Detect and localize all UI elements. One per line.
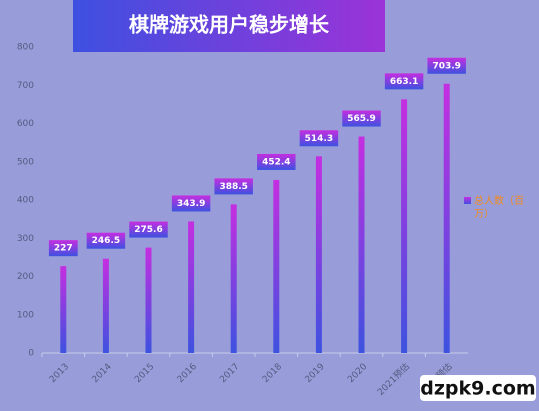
value-label: 275.6 (134, 225, 162, 235)
value-label-box (48, 240, 78, 257)
bar (230, 204, 237, 353)
legend-swatch (464, 197, 471, 204)
value-label-box (86, 232, 126, 249)
value-label-box (257, 153, 296, 170)
y-tick-label: 300 (17, 234, 34, 244)
y-tick-label: 700 (17, 81, 34, 91)
legend-label-part: 万） (474, 208, 494, 220)
y-tick-label: 600 (17, 119, 34, 129)
value-label-box (384, 73, 424, 90)
bar (145, 247, 152, 353)
bar (273, 179, 280, 353)
legend-label-part: 总人数（百 (474, 194, 524, 207)
value-label-box (427, 57, 466, 74)
y-tick-label: 100 (17, 310, 34, 320)
watermark-box (420, 375, 536, 401)
bar (401, 99, 408, 353)
value-label-box (342, 110, 381, 127)
value-label: 663.1 (390, 77, 418, 87)
value-label-box (299, 130, 339, 147)
bar (443, 83, 450, 354)
chart-title: 棋牌游戏用户稳步增长 (129, 13, 330, 37)
value-label: 227 (54, 244, 73, 254)
watermark: dzpk9.com (420, 378, 535, 400)
bar (358, 136, 365, 353)
bar (102, 258, 109, 353)
value-label-box (129, 221, 168, 238)
y-tick-label: 800 (17, 43, 34, 53)
bar (188, 221, 195, 353)
value-label: 703.9 (432, 61, 460, 71)
value-label: 452.4 (262, 157, 290, 167)
value-label: 343.9 (177, 199, 205, 209)
value-label: 388.5 (219, 182, 247, 192)
value-label: 514.3 (305, 134, 333, 144)
title-box (73, 0, 385, 52)
value-label: 565.9 (347, 114, 375, 124)
value-label-box (214, 178, 253, 195)
y-tick-label: 0 (28, 349, 34, 359)
legend-label: 总人数（百万） (474, 194, 524, 220)
bar (315, 156, 322, 353)
y-tick-label: 500 (17, 157, 34, 167)
y-tick-label: 200 (17, 272, 34, 282)
bar (60, 266, 67, 353)
y-tick-label: 400 (17, 196, 34, 206)
value-label: 246.5 (92, 236, 120, 246)
value-label-box (171, 195, 211, 212)
